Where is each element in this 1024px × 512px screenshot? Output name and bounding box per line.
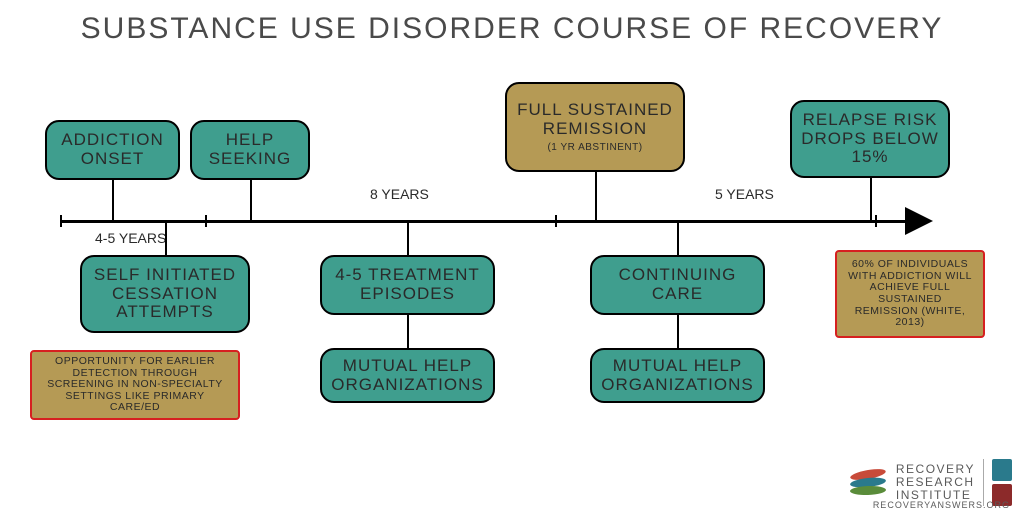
connector-line: [112, 180, 114, 220]
logo-text: RECOVERY RESEARCH INSTITUTE: [896, 463, 975, 503]
span-label: 4-5 YEARS: [95, 230, 166, 246]
connector-line: [677, 220, 679, 255]
timeline-tick: [205, 215, 207, 227]
node-relapse-risk: RELAPSE RISK DROPS BELOW 15%: [790, 100, 950, 178]
node-full-remission: FULL SUSTAINED REMISSION (1 YR ABSTINENT): [505, 82, 685, 172]
node-mutual-help-2: MUTUAL HELP ORGANIZATIONS: [590, 348, 765, 403]
connector-line: [677, 315, 679, 348]
badge-mgh-icon: [992, 459, 1012, 481]
connector-line: [165, 220, 167, 255]
span-label: 5 YEARS: [715, 186, 774, 202]
node-self-cessation: SELF INITIATED CESSATION ATTEMPTS: [80, 255, 250, 333]
node-continuing-care: CONTINUING CARE: [590, 255, 765, 315]
node-note-right: 60% OF INDIVIDUALS WITH ADDICTION WILL A…: [835, 250, 985, 338]
logo-badges: [983, 459, 1012, 506]
page-title: SUBSTANCE USE DISORDER COURSE OF RECOVER…: [0, 0, 1024, 46]
node-label: MUTUAL HELP ORGANIZATIONS: [330, 357, 485, 394]
logo-url: RECOVERYANSWERS.ORG: [873, 500, 1010, 510]
node-label: RELAPSE RISK DROPS BELOW 15%: [800, 111, 940, 167]
logo-line-1: RECOVERY: [896, 463, 975, 476]
timeline-tick: [60, 215, 62, 227]
node-label: SELF INITIATED CESSATION ATTEMPTS: [90, 266, 240, 322]
node-help-seeking: HELP SEEKING: [190, 120, 310, 180]
logo-swoosh-icon: [848, 468, 888, 498]
timeline-tick: [875, 215, 877, 227]
connector-line: [595, 172, 597, 220]
logo-block: RECOVERY RESEARCH INSTITUTE: [848, 459, 1012, 506]
node-sublabel: (1 YR ABSTINENT): [547, 142, 642, 153]
timeline-arrowhead: [905, 207, 933, 235]
node-addiction-onset: ADDICTION ONSET: [45, 120, 180, 180]
connector-line: [407, 315, 409, 348]
connector-line: [407, 220, 409, 255]
connector-line: [870, 178, 872, 220]
node-label: OPPORTUNITY FOR EARLIER DETECTION THROUG…: [40, 356, 230, 414]
timeline-tick: [555, 215, 557, 227]
node-treatment-eps: 4-5 TREATMENT EPISODES: [320, 255, 495, 315]
node-label: FULL SUSTAINED REMISSION: [515, 101, 675, 138]
node-label: HELP SEEKING: [200, 131, 300, 168]
node-mutual-help-1: MUTUAL HELP ORGANIZATIONS: [320, 348, 495, 403]
node-label: 60% OF INDIVIDUALS WITH ADDICTION WILL A…: [845, 259, 975, 328]
timeline-axis: [60, 220, 910, 223]
node-note-left: OPPORTUNITY FOR EARLIER DETECTION THROUG…: [30, 350, 240, 420]
span-label: 8 YEARS: [370, 186, 429, 202]
node-label: MUTUAL HELP ORGANIZATIONS: [600, 357, 755, 394]
node-label: CONTINUING CARE: [600, 266, 755, 303]
connector-line: [250, 180, 252, 220]
node-label: ADDICTION ONSET: [55, 131, 170, 168]
diagram-canvas: 4-5 YEARS 8 YEARS 5 YEARS ADDICTION ONSET HE…: [0, 60, 1024, 480]
node-label: 4-5 TREATMENT EPISODES: [330, 266, 485, 303]
